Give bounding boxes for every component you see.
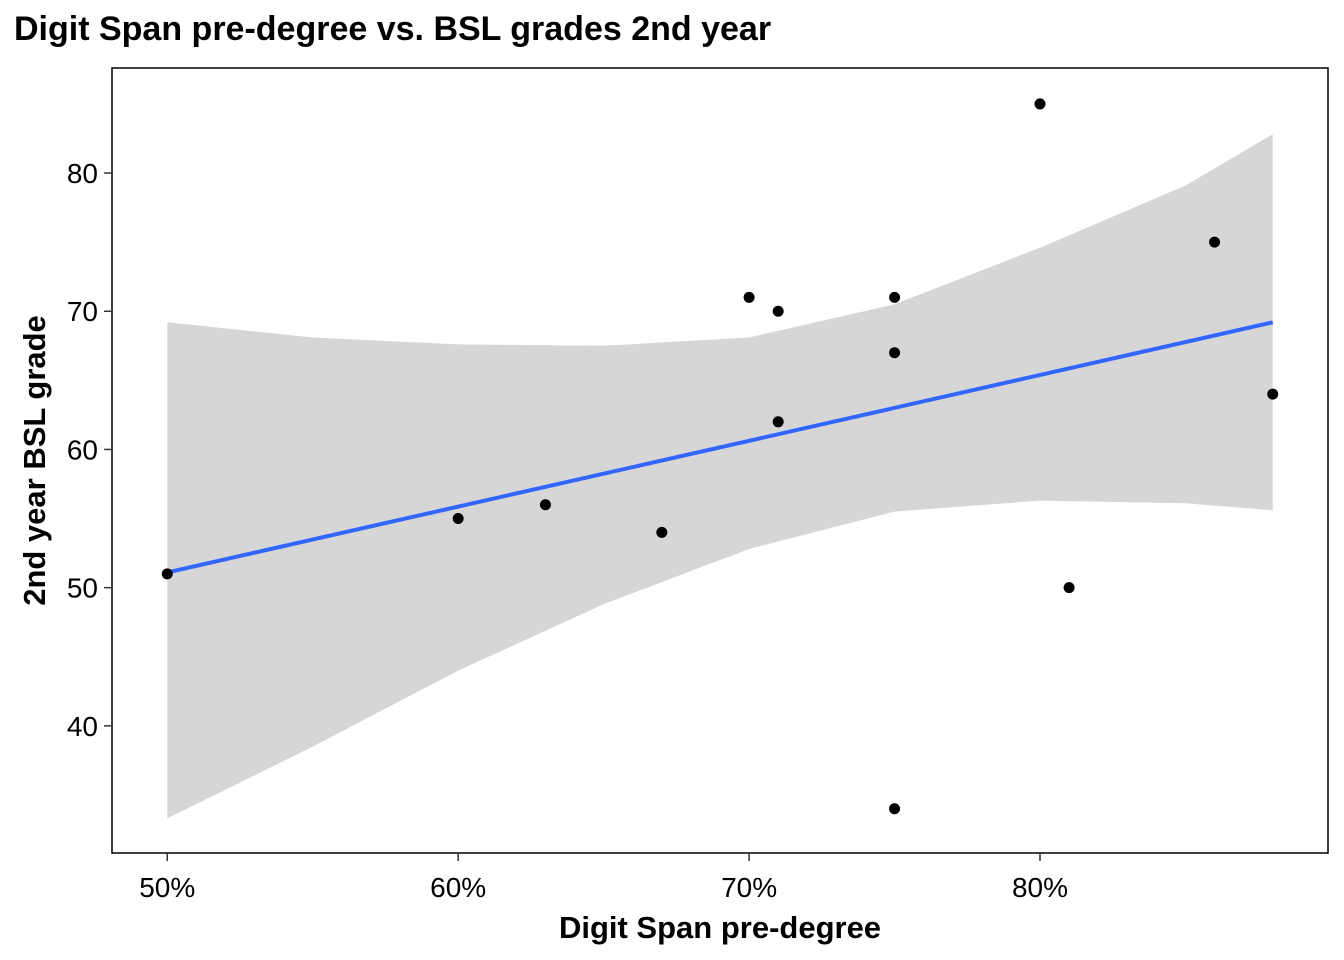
data-point bbox=[161, 568, 173, 580]
data-point bbox=[1063, 582, 1075, 594]
y-tick-label: 70 bbox=[67, 296, 98, 327]
chart-title: Digit Span pre-degree vs. BSL grades 2nd… bbox=[14, 10, 772, 48]
y-tick-label: 80 bbox=[67, 158, 98, 189]
y-tick-label: 60 bbox=[67, 434, 98, 465]
confidence-band-layer bbox=[167, 134, 1273, 819]
y-tick-label: 50 bbox=[67, 573, 98, 604]
y-tick-label: 40 bbox=[67, 711, 98, 742]
x-tick-label: 60% bbox=[430, 872, 486, 903]
x-axis: 50% 60% 70% 80% bbox=[139, 853, 1068, 903]
data-point bbox=[772, 305, 784, 317]
data-point bbox=[772, 416, 784, 428]
y-axis-title: 2nd year BSL grade bbox=[17, 315, 52, 606]
data-point bbox=[743, 291, 755, 303]
data-point bbox=[889, 347, 901, 359]
data-point bbox=[539, 499, 551, 511]
x-axis-title: Digit Span pre-degree bbox=[559, 910, 881, 945]
confidence-band bbox=[167, 134, 1273, 819]
x-tick-label: 50% bbox=[139, 872, 195, 903]
x-tick-label: 80% bbox=[1012, 872, 1068, 903]
x-tick-label: 70% bbox=[721, 872, 777, 903]
data-point bbox=[452, 513, 464, 525]
data-point bbox=[889, 291, 901, 303]
plot-panel-border bbox=[111, 67, 1329, 854]
data-point bbox=[656, 526, 668, 538]
y-axis: 40 50 60 70 80 bbox=[67, 158, 112, 742]
data-point bbox=[1209, 236, 1221, 248]
fit-line-layer bbox=[166, 320, 1274, 575]
data-point bbox=[1267, 388, 1279, 400]
regression-line bbox=[166, 320, 1274, 575]
data-point bbox=[889, 803, 901, 815]
points-layer bbox=[161, 98, 1279, 815]
data-point bbox=[1034, 98, 1046, 110]
